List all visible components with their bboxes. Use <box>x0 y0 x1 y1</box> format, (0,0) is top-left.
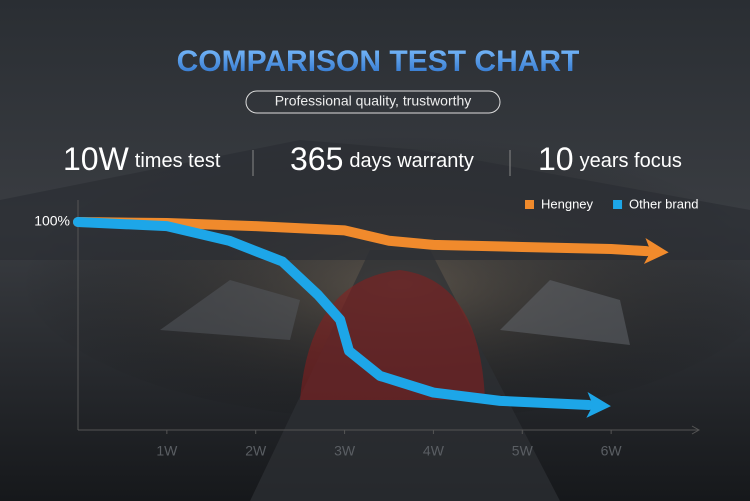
x-axis-arrow <box>691 425 701 435</box>
car-silhouette <box>300 270 485 400</box>
line-series <box>73 217 652 257</box>
car-silhouette <box>500 280 630 345</box>
stat-number: 10W <box>63 141 130 177</box>
car-silhouette <box>160 280 300 340</box>
legend-swatch <box>613 200 623 209</box>
stat-text: years focus <box>580 150 682 172</box>
title: COMPARISON TEST CHART <box>177 45 580 78</box>
subtitle: Professional quality, trustworthy <box>275 93 472 109</box>
legend-label: Other brand <box>629 196 698 211</box>
stat: 10 years focus <box>538 141 682 177</box>
stat-number: 365 <box>290 141 343 177</box>
stat: 10W times test <box>63 141 221 177</box>
legend-label: Hengney <box>541 196 594 211</box>
x-tick-label: 4W <box>423 443 445 459</box>
stat-text: times test <box>135 150 221 172</box>
legend-swatch <box>525 200 534 209</box>
line-series <box>73 217 594 411</box>
stat: 365 days warranty <box>290 141 474 177</box>
x-tick-label: 1W <box>156 443 178 459</box>
arrow-head <box>586 391 611 418</box>
x-tick-label: 2W <box>245 443 267 459</box>
y-tick-label: 100% <box>34 213 70 229</box>
stat-text: days warranty <box>349 150 474 172</box>
subtitle-pill <box>245 90 501 114</box>
x-tick-label: 5W <box>512 443 534 459</box>
x-tick-label: 6W <box>601 443 623 459</box>
x-tick-label: 3W <box>334 443 356 459</box>
stat-number: 10 <box>538 141 574 177</box>
arrow-head <box>643 238 669 264</box>
